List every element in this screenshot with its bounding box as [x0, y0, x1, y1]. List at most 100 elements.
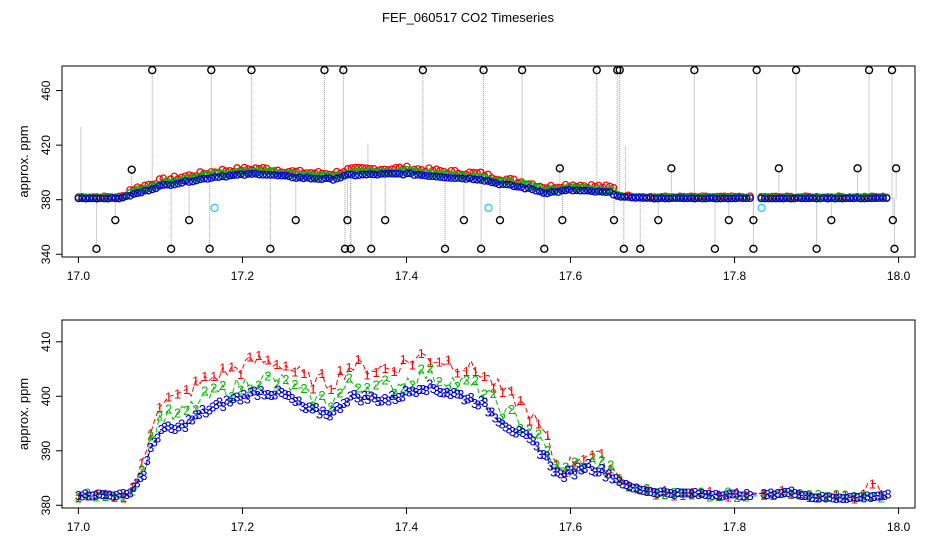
data-point [702, 194, 710, 203]
data-point [89, 194, 98, 203]
point-label: 3 [623, 477, 630, 492]
data-point [148, 182, 157, 191]
point-label: 1 [679, 488, 686, 503]
point-label: 3 [705, 487, 712, 502]
point-label: 3 [250, 384, 257, 399]
point-label: 3 [271, 387, 278, 402]
data-point [118, 193, 127, 202]
data-point [299, 171, 308, 180]
x-tick-label: 17.0 [67, 269, 91, 283]
point-label: 3 [567, 463, 574, 478]
data-point [816, 194, 825, 203]
point-label: 3 [643, 484, 650, 499]
data-point [262, 170, 271, 179]
point-label: 2 [183, 403, 190, 418]
data-point [92, 244, 101, 254]
point-label: 3 [219, 399, 226, 414]
data-point [310, 174, 319, 183]
point-label: 2 [806, 487, 813, 502]
point-label: 2 [670, 485, 677, 500]
point-label: 1 [607, 462, 614, 477]
point-label: 3 [206, 402, 213, 417]
point-label: 3 [740, 489, 747, 504]
data-point [303, 173, 312, 182]
data-point [421, 171, 430, 180]
data-point [797, 194, 806, 203]
data-point [211, 173, 219, 181]
point-label: 3 [137, 470, 144, 485]
data-point [752, 65, 761, 75]
point-label: 3 [585, 456, 592, 471]
point-label: 2 [75, 490, 82, 505]
data-point [667, 164, 676, 173]
point-label: 1 [282, 358, 289, 373]
point-label: 1 [643, 483, 650, 498]
data-point [768, 194, 777, 203]
point-label: 1 [625, 478, 632, 493]
point-label: 3 [202, 406, 209, 421]
point-label: 3 [874, 489, 881, 504]
point-label: 1 [580, 452, 587, 467]
data-point [602, 188, 611, 197]
data-point [418, 65, 428, 75]
data-point [100, 194, 109, 203]
data-point [749, 215, 758, 225]
point-label: 3 [237, 392, 244, 407]
point-label: 3 [244, 391, 251, 406]
point-label: 3 [523, 427, 530, 442]
point-label: 1 [147, 426, 154, 441]
point-label: 2 [282, 372, 289, 387]
point-label: 1 [499, 385, 506, 400]
point-label: 1 [201, 369, 208, 384]
point-label: 1 [210, 369, 217, 384]
point-label: 1 [400, 352, 407, 367]
point-label: 3 [729, 486, 736, 501]
point-label: 1 [472, 364, 479, 379]
point-label: 2 [418, 362, 425, 377]
data-point [166, 179, 175, 187]
point-label: 3 [695, 487, 702, 502]
point-label: 1 [300, 366, 307, 381]
point-label: 2 [481, 387, 488, 402]
point-label: 3 [867, 490, 874, 505]
data-point [831, 194, 839, 203]
data-point [210, 203, 219, 213]
point-label: 2 [336, 386, 343, 401]
point-label: 2 [580, 460, 587, 475]
series-flag [210, 203, 766, 213]
point-label: 1 [535, 417, 542, 432]
point-label: 2 [192, 402, 199, 417]
point-label: 3 [771, 487, 778, 502]
point-label: 2 [427, 361, 434, 376]
data-point [491, 179, 500, 187]
data-point [318, 175, 326, 183]
data-point [207, 174, 216, 182]
point-label: 1 [255, 348, 262, 363]
data-point [849, 194, 858, 203]
data-point [594, 187, 603, 196]
point-label: 3 [550, 465, 557, 480]
point-label: 3 [95, 487, 102, 502]
y-tick-label: 400 [39, 386, 53, 406]
y-axis-label: approx. ppm [16, 378, 31, 450]
data-point [96, 194, 105, 203]
point-label: 3 [557, 467, 564, 482]
point-label: 3 [120, 486, 127, 501]
point-label: 2 [472, 373, 479, 388]
point-label: 3 [674, 485, 681, 500]
data-point [569, 186, 577, 195]
point-label: 2 [345, 371, 352, 386]
data-point [528, 185, 537, 194]
data-point [225, 171, 234, 180]
point-label: 3 [278, 385, 285, 400]
point-label: 3 [209, 400, 216, 415]
point-label: 2 [318, 388, 325, 403]
point-label: 2 [237, 382, 244, 397]
data-point [200, 174, 208, 183]
data-point [222, 172, 230, 181]
point-label: 1 [427, 355, 434, 370]
point-label: 3 [392, 392, 399, 407]
data-point [104, 194, 112, 203]
point-label: 1 [174, 387, 181, 402]
